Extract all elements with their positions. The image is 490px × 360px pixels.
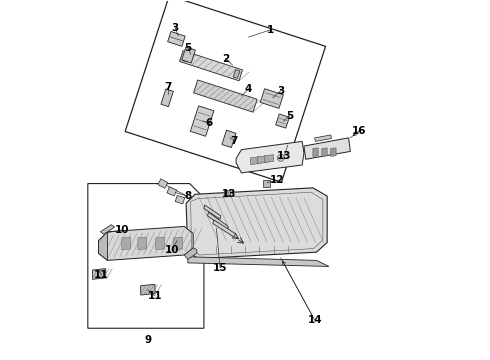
Text: 7: 7 xyxy=(165,82,172,92)
Polygon shape xyxy=(98,226,193,260)
Text: 5: 5 xyxy=(286,111,294,121)
Polygon shape xyxy=(213,220,235,237)
Polygon shape xyxy=(276,114,290,128)
Polygon shape xyxy=(233,69,240,78)
Polygon shape xyxy=(141,284,155,295)
Text: 6: 6 xyxy=(206,118,213,128)
Polygon shape xyxy=(138,237,147,249)
Polygon shape xyxy=(258,156,267,163)
Polygon shape xyxy=(186,188,327,258)
Polygon shape xyxy=(204,205,221,219)
Text: 4: 4 xyxy=(245,84,252,94)
Polygon shape xyxy=(168,31,185,46)
Polygon shape xyxy=(175,195,185,204)
Text: 5: 5 xyxy=(184,43,192,53)
Polygon shape xyxy=(173,237,182,249)
Polygon shape xyxy=(304,138,350,159)
Text: 11: 11 xyxy=(94,270,109,280)
Text: 16: 16 xyxy=(352,126,367,136)
Text: 15: 15 xyxy=(213,262,227,273)
Polygon shape xyxy=(156,237,165,249)
Polygon shape xyxy=(207,212,228,230)
Text: 8: 8 xyxy=(184,191,192,201)
Text: 3: 3 xyxy=(277,86,284,96)
Polygon shape xyxy=(194,80,257,112)
Polygon shape xyxy=(167,187,176,196)
Text: 2: 2 xyxy=(222,54,229,64)
Polygon shape xyxy=(224,190,230,195)
Polygon shape xyxy=(88,184,204,328)
Text: 7: 7 xyxy=(231,136,238,146)
Polygon shape xyxy=(125,0,325,182)
Polygon shape xyxy=(315,135,331,141)
Polygon shape xyxy=(182,53,189,62)
Polygon shape xyxy=(265,155,273,162)
Polygon shape xyxy=(250,157,259,165)
Text: 12: 12 xyxy=(270,175,284,185)
Text: 11: 11 xyxy=(147,291,162,301)
Polygon shape xyxy=(188,257,329,266)
Polygon shape xyxy=(98,232,107,260)
Polygon shape xyxy=(179,51,243,81)
Polygon shape xyxy=(322,148,327,157)
Polygon shape xyxy=(184,248,197,259)
Text: 1: 1 xyxy=(267,25,273,35)
Polygon shape xyxy=(190,106,214,136)
Polygon shape xyxy=(313,148,318,157)
Polygon shape xyxy=(93,269,106,279)
Circle shape xyxy=(277,154,284,161)
Polygon shape xyxy=(236,141,304,173)
Polygon shape xyxy=(331,148,336,157)
Text: 10: 10 xyxy=(165,245,179,255)
Polygon shape xyxy=(260,89,283,108)
Text: 13: 13 xyxy=(277,151,292,161)
Text: 10: 10 xyxy=(115,225,129,235)
Polygon shape xyxy=(182,47,196,63)
Text: 13: 13 xyxy=(221,189,236,199)
Text: 3: 3 xyxy=(172,23,179,33)
Polygon shape xyxy=(222,130,236,148)
Text: 14: 14 xyxy=(307,315,322,325)
Polygon shape xyxy=(100,225,115,234)
Polygon shape xyxy=(263,180,270,187)
Text: 9: 9 xyxy=(145,335,152,345)
Polygon shape xyxy=(158,179,168,188)
Polygon shape xyxy=(161,89,173,107)
Polygon shape xyxy=(122,237,131,249)
